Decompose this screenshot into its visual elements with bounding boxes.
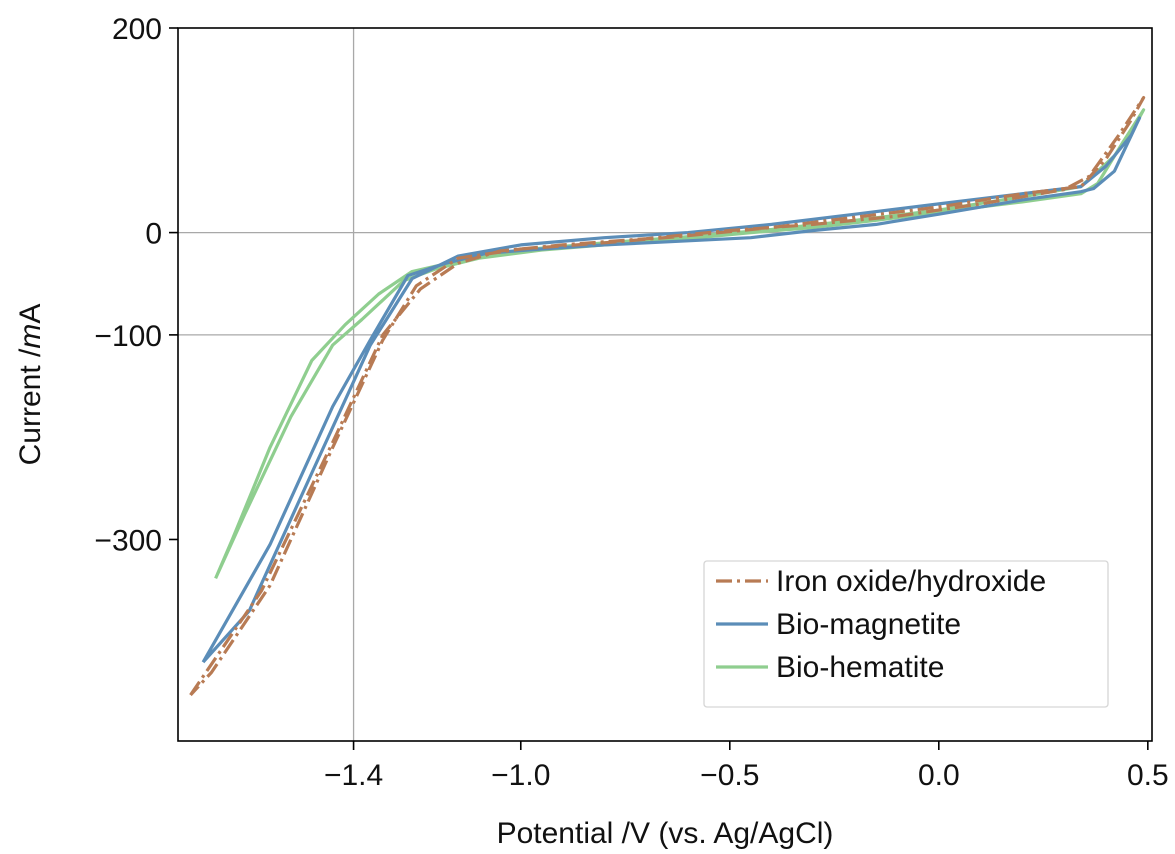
y-axis-title-italic: m <box>14 324 47 349</box>
series-line-0 <box>189 95 1146 697</box>
legend-label-0: Iron oxide/hydroxide <box>776 565 1046 598</box>
x-tick-label: −0.5 <box>700 759 759 792</box>
x-tick-label: 0.0 <box>918 759 960 792</box>
y-axis-title-suffix: A <box>14 304 47 324</box>
x-tick-label: 0.5 <box>1127 759 1169 792</box>
series-line-2 <box>214 108 1146 580</box>
series-lines <box>189 95 1146 697</box>
y-axis-title-prefix: Current / <box>14 348 47 465</box>
y-axis-title: Current /mA <box>14 304 47 466</box>
y-tick-label: 200 <box>112 13 162 46</box>
axis-ticks: −1.4 −1.0 −0.5 0.0 0.5 200 0 −100 −300 <box>94 13 1168 792</box>
x-tick-label: −1.0 <box>491 759 550 792</box>
plot-frame <box>177 27 1153 742</box>
x-axis-title: Potential /V (vs. Ag/AgCl) <box>497 817 834 850</box>
legend: Iron oxide/hydroxide Bio-magnetite Bio-hem… <box>703 560 1109 708</box>
series-line-1 <box>201 116 1142 664</box>
legend-label-2: Bio-hematite <box>776 651 944 684</box>
y-tick-label: −300 <box>94 524 162 557</box>
x-tick-label: −1.4 <box>324 759 383 792</box>
y-tick-label: −100 <box>94 320 162 353</box>
y-tick-label: 0 <box>145 218 162 251</box>
legend-box <box>703 560 1109 708</box>
legend-label-1: Bio-magnetite <box>776 608 961 641</box>
